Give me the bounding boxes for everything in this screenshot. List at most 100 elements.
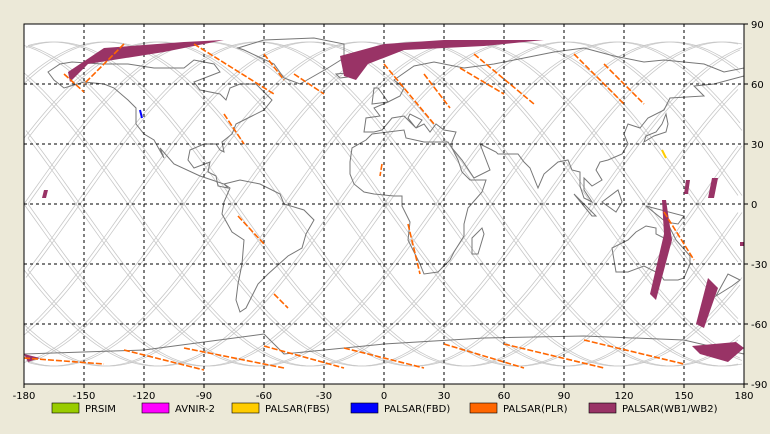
orbit-track <box>25 41 441 278</box>
orbit-track-lines <box>24 41 743 367</box>
orbit-track <box>335 41 739 263</box>
palsar-plr-track <box>223 113 245 145</box>
palsar-wb-swath <box>684 180 690 194</box>
y-tick-label: -60 <box>751 320 767 331</box>
palsar-plr-track <box>383 63 435 125</box>
orbit-track <box>24 203 337 367</box>
palsar-plr-track <box>83 43 125 85</box>
legend-label: PALSAR(FBS) <box>265 404 330 415</box>
legend-item: PALSAR(FBD) <box>350 402 450 415</box>
y-tick-label: 0 <box>751 200 757 211</box>
palsar-plr-track <box>63 73 85 93</box>
coastline <box>371 87 389 105</box>
palsar-plr-track <box>183 347 285 369</box>
palsar-plr-track <box>473 53 535 105</box>
orbit-track <box>24 41 649 367</box>
x-tick-label: 0 <box>381 391 387 402</box>
orbit-track <box>127 41 741 367</box>
x-tick-label: -150 <box>73 391 96 402</box>
legend-swatch <box>350 402 379 414</box>
palsar-plr-track <box>583 339 685 365</box>
palsar-plr-track <box>343 347 425 369</box>
palsar-plr-track <box>663 211 695 261</box>
palsar-wb-swath <box>24 354 40 362</box>
orbit-track <box>27 203 389 367</box>
palsar-plr-track <box>459 67 505 95</box>
legend-item: AVNIR-2 <box>141 402 215 415</box>
orbit-track <box>283 83 741 367</box>
orbit-track <box>27 41 545 363</box>
palsar-fbs-track <box>661 149 667 159</box>
coastline <box>363 47 744 204</box>
orbit-track <box>25 41 597 367</box>
x-tick-label: -180 <box>13 391 36 402</box>
orbit-track <box>647 89 739 205</box>
orbit-track <box>24 72 493 367</box>
x-tick-label: 150 <box>674 391 693 402</box>
palsar-plr-track <box>273 293 289 309</box>
observation-swaths <box>24 40 744 371</box>
coastline <box>24 333 744 384</box>
palsar-wb-swath <box>696 278 718 328</box>
orbit-track <box>25 203 285 367</box>
orbit-track <box>387 203 743 367</box>
orbit-track <box>179 41 739 367</box>
orbit-track <box>25 130 441 367</box>
coastline <box>611 222 691 281</box>
orbit-track <box>24 41 649 367</box>
orbit-track <box>543 203 743 367</box>
palsar-plr-track <box>379 163 383 177</box>
legend: PRSIM AVNIR-2 PALSAR(FBS) PALSAR(FBD) PALSAR… <box>51 402 718 415</box>
orbit-track <box>25 203 129 331</box>
palsar-wb-swath <box>42 190 48 198</box>
palsar-plr-track <box>24 357 105 365</box>
palsar-plr-track <box>123 349 205 371</box>
coastline <box>601 189 623 213</box>
orbit-track <box>231 47 743 367</box>
y-tick-label: 30 <box>751 140 764 151</box>
palsar-wb-swath <box>650 200 672 300</box>
orbit-track <box>543 41 743 205</box>
y-tick-label: -90 <box>751 380 767 391</box>
coastline <box>645 205 685 225</box>
orbit-track <box>27 41 701 367</box>
palsar-plr-track <box>237 215 265 245</box>
palsar-plr-track <box>423 73 451 109</box>
coastline <box>221 179 315 313</box>
orbit-track <box>24 203 181 363</box>
palsar-wb-swath <box>740 242 744 246</box>
longitude-tick-labels: -180 -150 -120 -90 -60 -30 0 30 60 90 120 150 180 <box>13 384 754 402</box>
x-tick-label: -30 <box>316 391 332 402</box>
palsar-plr-track <box>573 53 625 105</box>
legend-swatch <box>588 402 617 414</box>
orbit-track <box>439 203 741 367</box>
legend-swatch <box>141 402 170 414</box>
orbit-track <box>25 41 597 367</box>
palsar-wb-swath <box>68 40 224 82</box>
x-tick-label: 120 <box>614 391 633 402</box>
legend-item: PRSIM <box>51 402 116 415</box>
coastline <box>714 273 741 298</box>
orbit-track <box>439 41 741 205</box>
orbit-track <box>24 41 493 336</box>
orbit-track <box>27 45 545 367</box>
x-tick-label: 180 <box>734 391 753 402</box>
palsar-plr-track <box>263 345 345 369</box>
orbit-track <box>25 41 285 205</box>
legend-item: PALSAR(FBS) <box>231 402 330 415</box>
palsar-wb-swath <box>708 178 718 198</box>
x-tick-label: -90 <box>196 391 212 402</box>
coastline <box>573 193 598 217</box>
orbit-track <box>25 77 129 205</box>
orbit-track <box>387 41 743 205</box>
legend-swatch <box>51 402 80 414</box>
orbit-track <box>647 203 739 319</box>
palsar-plr-track <box>503 343 605 369</box>
orbit-track <box>491 41 739 205</box>
x-tick-label: -120 <box>133 391 156 402</box>
palsar-plr-track <box>293 73 325 95</box>
orbit-track <box>699 145 743 205</box>
orbit-track <box>179 41 739 367</box>
legend-label: PALSAR(PLR) <box>503 404 568 415</box>
